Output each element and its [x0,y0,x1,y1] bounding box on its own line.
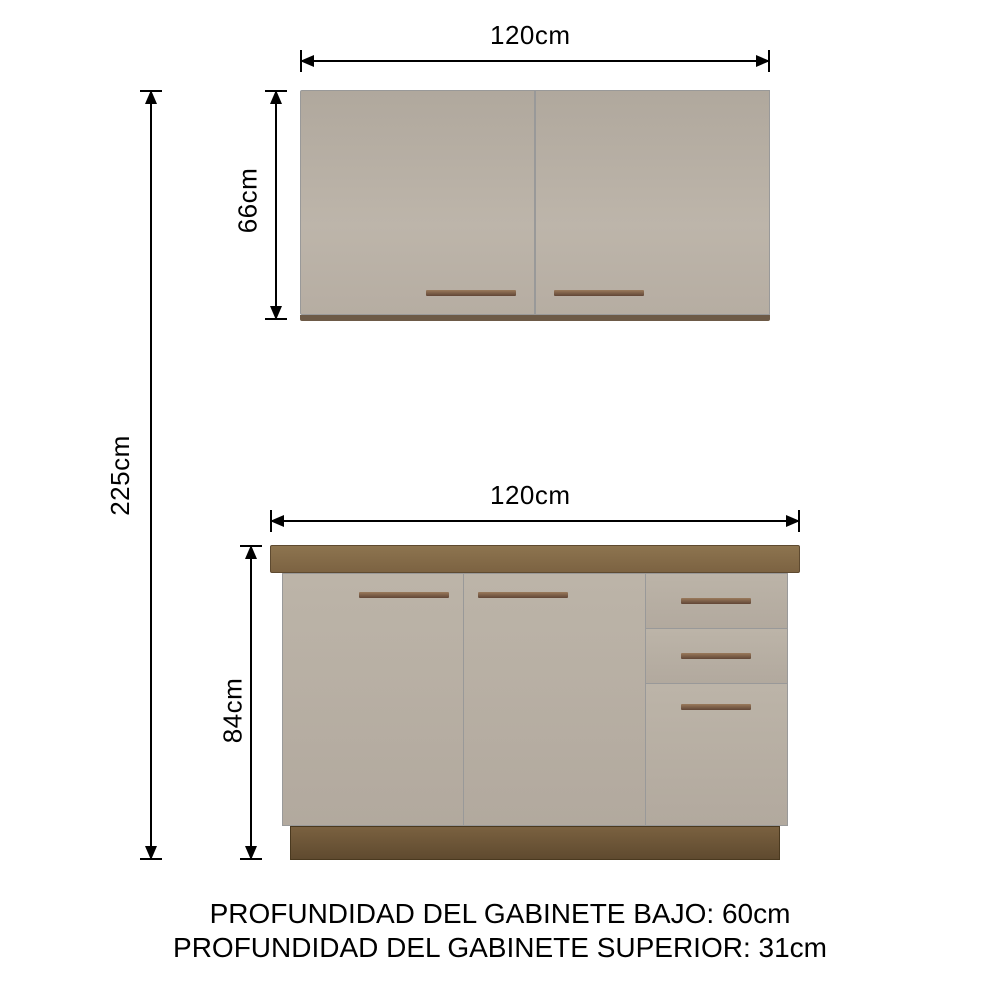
arrowhead-icon [145,90,157,104]
door-handle [478,592,568,598]
dim-tick [240,858,262,860]
dim-tick [140,90,162,92]
dim-tick [300,50,302,72]
total-height-label: 225cm [105,435,136,516]
cabinet-dimension-diagram: 120cm 66cm 225cm 120cm 84cm [0,0,1000,1000]
dim-tick [265,318,287,320]
drawer-handle [681,598,751,604]
dim-tick [240,545,262,547]
dim-tick [270,510,272,532]
dim-line [275,90,277,320]
door-handle [554,290,644,296]
drawer-large [646,684,787,825]
lower-height-label: 84cm [217,678,248,744]
dim-tick [265,90,287,92]
drawer-handle [681,653,751,659]
upper-cabinet [300,90,770,315]
drawer-small-1 [646,574,787,629]
upper-height-label: 66cm [232,168,263,234]
dim-line [270,520,800,522]
footer-depth-lower: PROFUNDIDAD DEL GABINETE BAJO: 60cm [0,898,1000,930]
lower-width-label: 120cm [490,480,571,511]
lower-door-left [283,574,464,825]
door-handle [426,290,516,296]
lower-door-right [464,574,645,825]
arrowhead-icon [270,90,282,104]
dim-line [150,90,152,860]
arrowhead-icon [270,515,284,527]
lower-cabinet-unit [270,545,800,860]
dim-line [300,60,770,62]
upper-door-right [535,90,770,315]
plinth [290,826,780,860]
footer-depth-upper: PROFUNDIDAD DEL GABINETE SUPERIOR: 31cm [0,932,1000,964]
drawer-handle [681,704,751,710]
dim-tick [140,858,162,860]
drawer-stack [646,574,787,825]
dim-tick [798,510,800,532]
upper-door-left [300,90,535,315]
arrowhead-icon [300,55,314,67]
arrowhead-icon [245,545,257,559]
door-handle [359,592,449,598]
lower-cabinet-body [282,573,788,826]
cabinet-lip [300,315,770,321]
drawer-small-2 [646,629,787,684]
dim-tick [768,50,770,72]
upper-width-label: 120cm [490,20,571,51]
countertop [270,545,800,573]
dim-line [250,545,252,860]
